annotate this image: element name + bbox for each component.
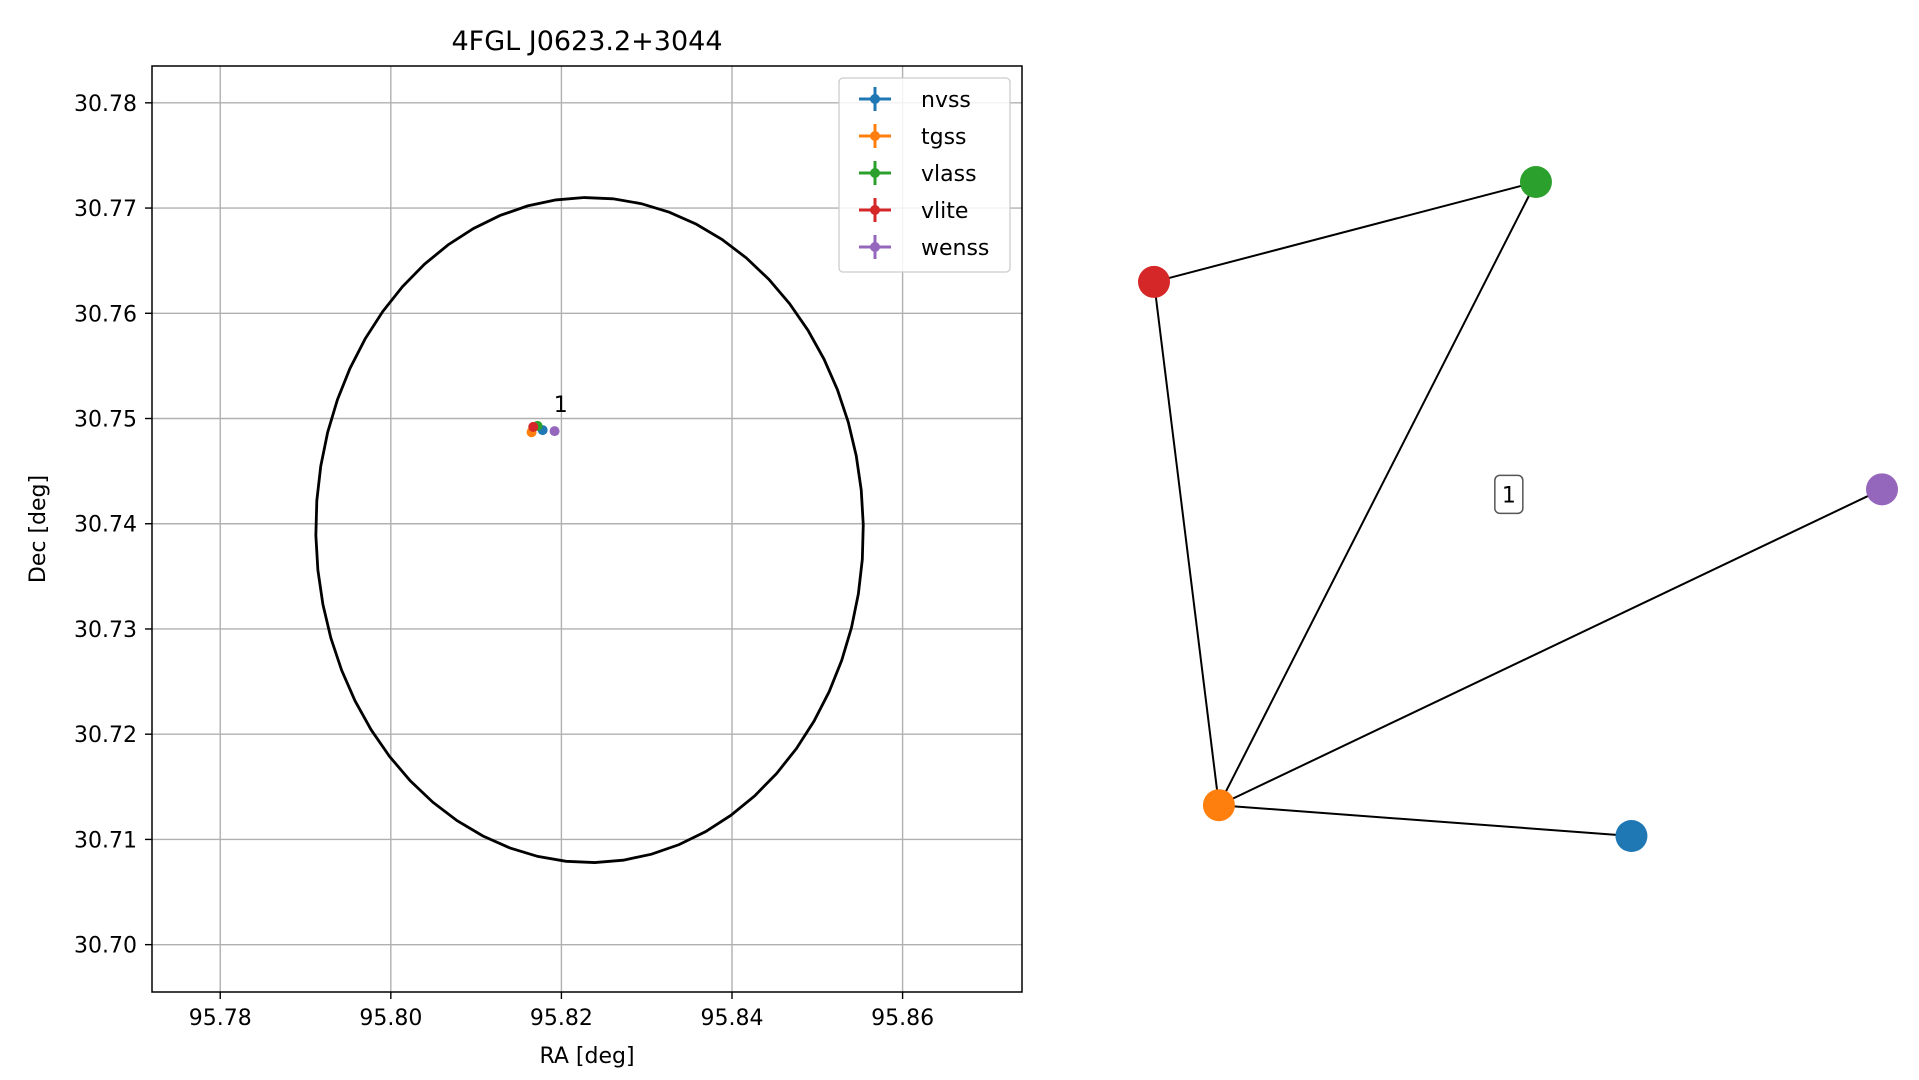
y-tick-label: 30.75 xyxy=(74,408,137,433)
legend-box xyxy=(838,77,1011,273)
legend-marker-dot xyxy=(870,242,880,252)
edge-tgss-nvss xyxy=(1218,804,1632,837)
graph-label: 1 xyxy=(1494,474,1524,515)
x-tick-label: 95.86 xyxy=(871,1006,934,1031)
x-axis-label: RA [deg] xyxy=(539,1044,634,1069)
error-ellipse xyxy=(314,196,865,864)
node-tgss xyxy=(1202,789,1235,822)
legend-marker-dot xyxy=(870,205,880,215)
point-wenss xyxy=(549,426,560,437)
graph-label-text: 1 xyxy=(1502,483,1516,508)
y-tick-label: 30.73 xyxy=(74,618,137,643)
y-tick-label: 30.74 xyxy=(74,513,137,538)
point-annotation: 1 xyxy=(554,393,568,418)
x-tick-label: 95.80 xyxy=(359,1006,422,1031)
legend: nvss tgss vlass vlite wenss xyxy=(838,77,1011,273)
node-wenss xyxy=(1866,473,1898,506)
chart-title: 4FGL J0623.2+3044 xyxy=(451,26,722,57)
y-tick-label: 30.70 xyxy=(74,934,137,959)
source-points-layer xyxy=(526,420,560,438)
x-tick-label: 95.78 xyxy=(189,1006,252,1031)
edge-tgss-wenss xyxy=(1218,488,1883,807)
edge-vlite-vlass xyxy=(1153,181,1537,283)
node-nvss xyxy=(1615,820,1648,852)
y-tick-label: 30.77 xyxy=(74,197,137,222)
legend-label-vlite: vlite xyxy=(921,199,968,224)
edge-vlass-tgss xyxy=(1218,181,1537,806)
plot-frame xyxy=(151,65,1023,993)
error-ellipse-layer xyxy=(314,196,865,864)
node-vlite xyxy=(1138,265,1170,298)
legend-label-tgss: tgss xyxy=(921,125,967,150)
edge-vlite-tgss xyxy=(1153,281,1220,806)
association-graph: 1 xyxy=(1138,166,1898,852)
graph-edges xyxy=(1153,181,1883,837)
legend-marker-dot xyxy=(870,168,880,178)
y-tick-label: 30.76 xyxy=(74,302,137,327)
sky-position-plot: 1 95.78 95.80 95.82 95.84 95.86 30.7030.7130… xyxy=(26,26,1023,1069)
legend-marker-dot xyxy=(870,131,880,141)
x-tick-label: 95.82 xyxy=(530,1006,593,1031)
graph-label-box xyxy=(1494,474,1524,515)
legend-label-wenss: wenss xyxy=(921,236,989,261)
node-vlass xyxy=(1519,166,1552,198)
y-axis-label: Dec [deg] xyxy=(26,475,51,583)
annotation-layer: 1 xyxy=(554,393,568,418)
graph-nodes xyxy=(1138,166,1898,852)
y-tick-label: 30.72 xyxy=(74,723,137,748)
y-tick-label: 30.78 xyxy=(74,92,137,117)
x-axis-ticks: 95.78 95.80 95.82 95.84 95.86 xyxy=(189,992,934,1031)
legend-marker-dot xyxy=(870,94,880,104)
y-tick-label: 30.71 xyxy=(74,828,137,853)
legend-label-nvss: nvss xyxy=(921,88,971,113)
legend-label-vlass: vlass xyxy=(921,162,977,187)
y-axis-ticks: 30.70 30.71 30.72 30.73 30.74 30.75 30.76 30.77… xyxy=(74,92,152,959)
point-vlite xyxy=(528,421,539,432)
x-tick-label: 95.84 xyxy=(701,1006,764,1031)
